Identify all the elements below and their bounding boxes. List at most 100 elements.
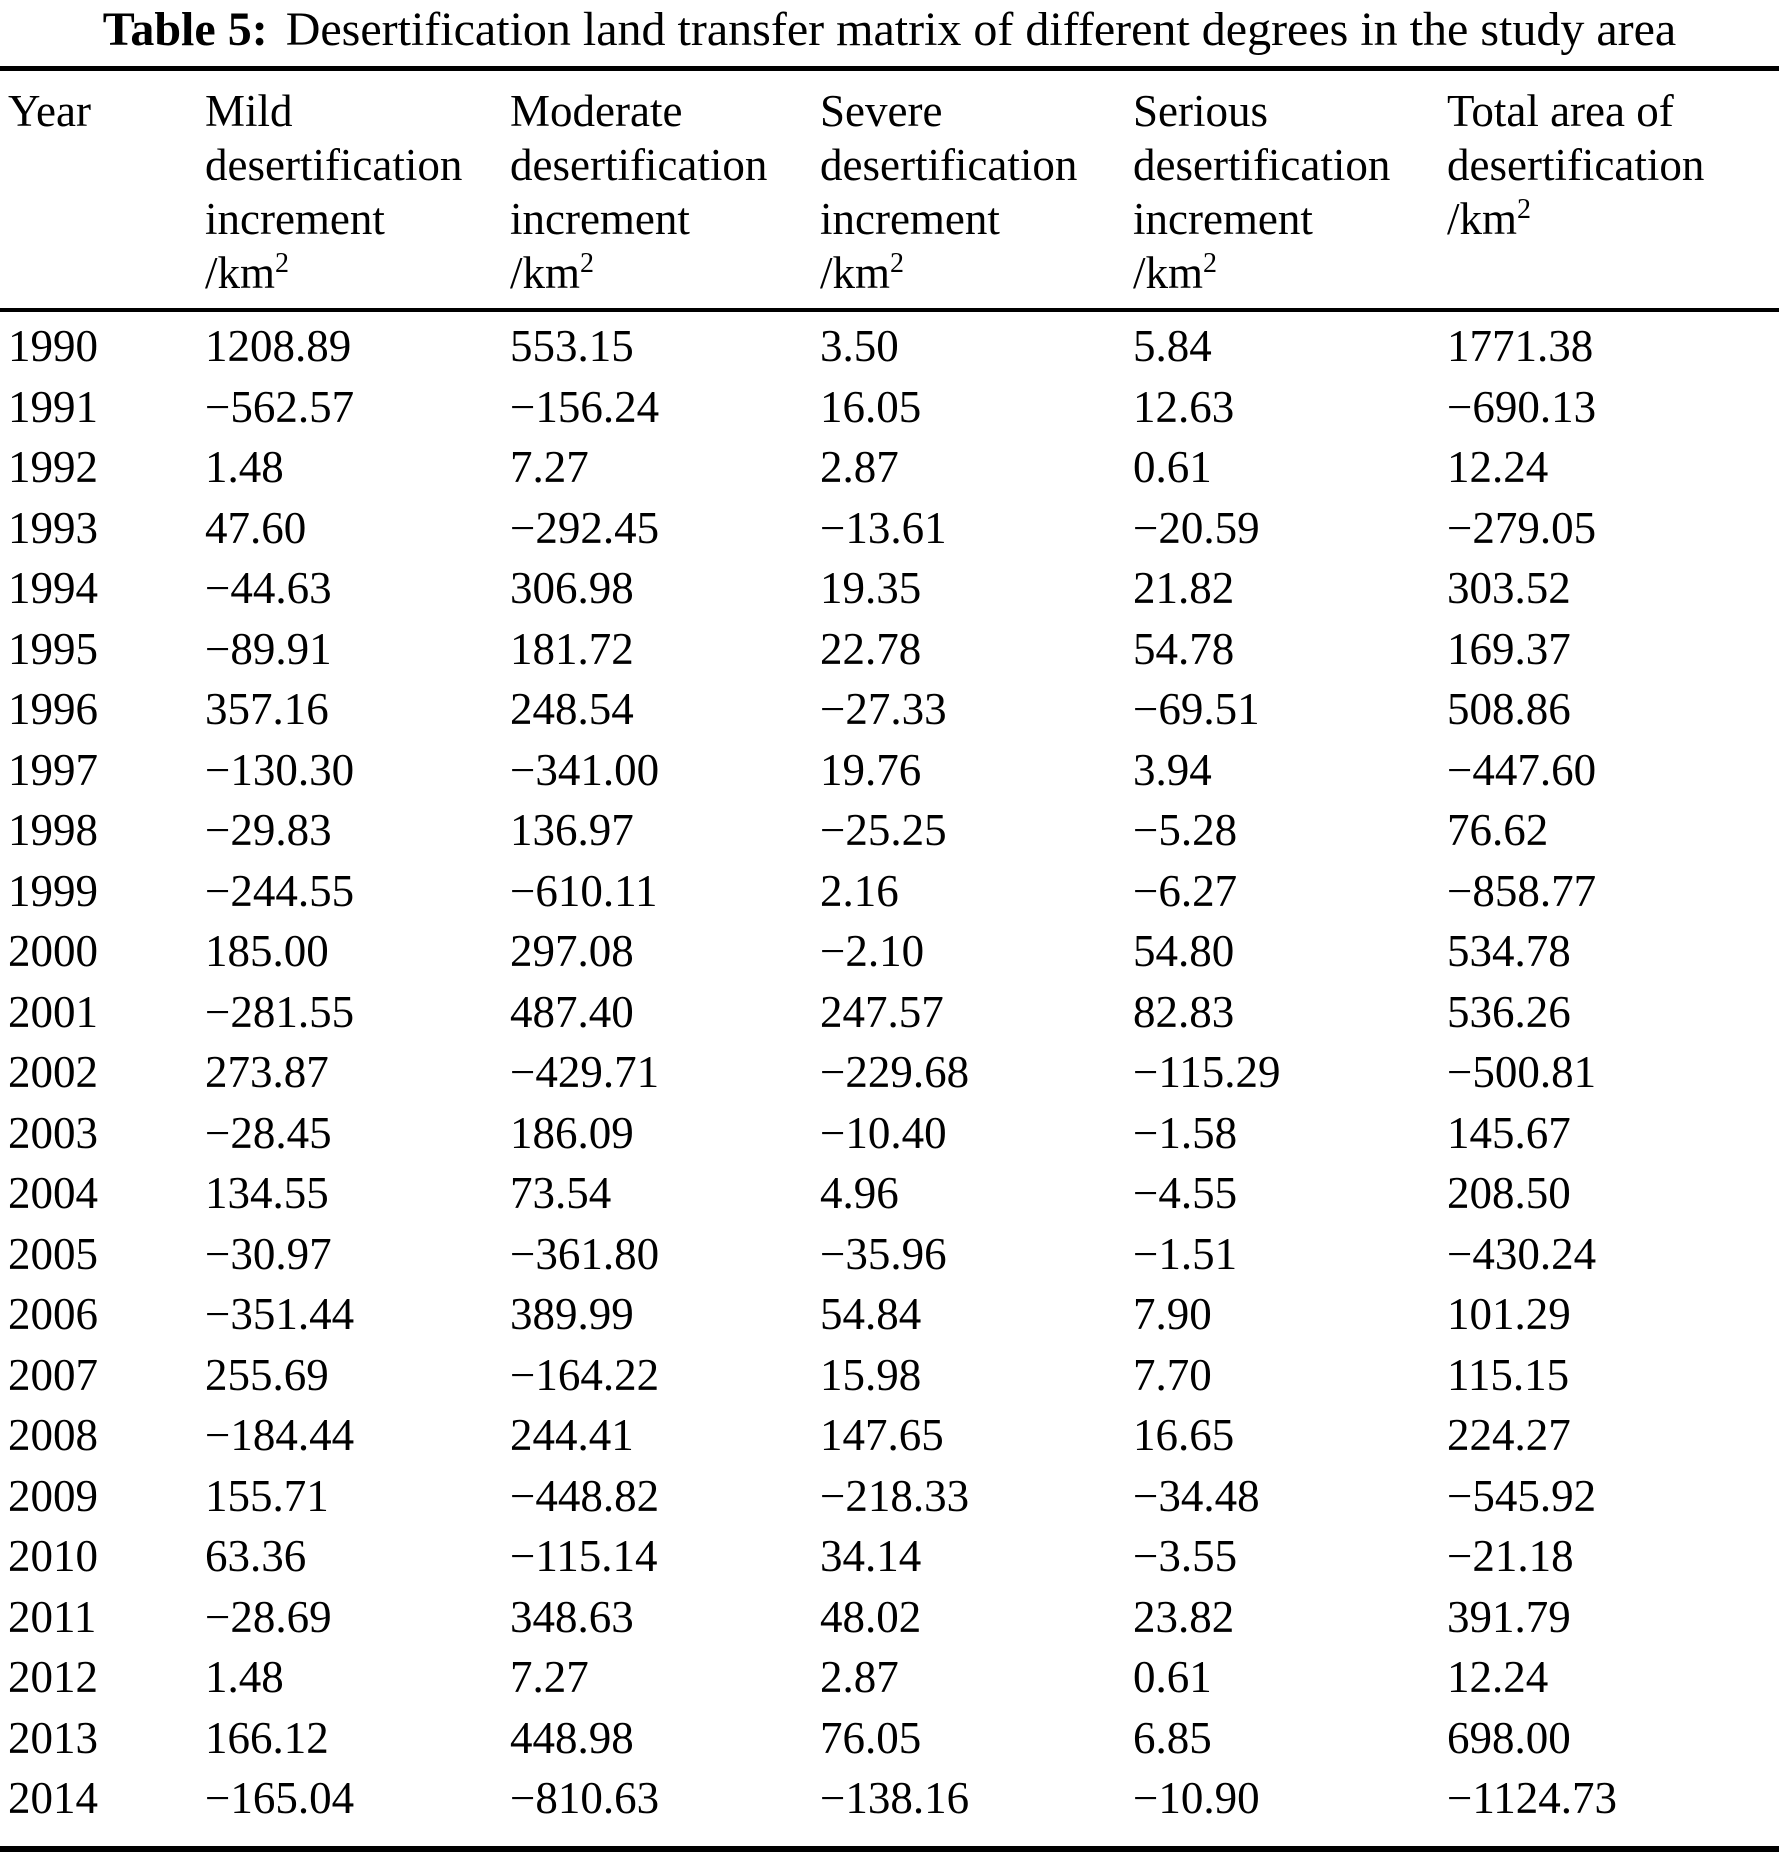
col-header-line: Severe — [820, 86, 943, 136]
value-cell: −341.00 — [510, 744, 660, 795]
value-cell: −429.71 — [510, 1047, 660, 1098]
value-cell: 82.83 — [1133, 986, 1235, 1037]
table-body: 1990 1208.89 553.15 3.50 5.84 1771.38 1991 −562… — [0, 316, 1779, 1829]
year-cell: 2003 — [8, 1107, 98, 1158]
value-cell: −690.13 — [1447, 381, 1597, 432]
value-cell: −10.40 — [820, 1107, 947, 1158]
value-cell: 47.60 — [205, 502, 307, 553]
value-cell: 389.99 — [510, 1289, 634, 1340]
year-cell: 1993 — [8, 502, 98, 553]
col-header-line: increment — [205, 194, 385, 244]
value-cell: 12.63 — [1133, 381, 1235, 432]
value-cell: 169.37 — [1447, 623, 1571, 674]
col-header-serious: Serious desertification increment /km2 — [1125, 84, 1439, 300]
value-cell: 1.48 — [205, 1652, 284, 1703]
value-cell: −5.28 — [1133, 805, 1238, 856]
value-cell: 3.50 — [820, 321, 899, 372]
col-header-line: increment — [1133, 194, 1313, 244]
table-row: 2009 155.71 −448.82 −218.33 −34.48 −545.92 — [0, 1466, 1779, 1527]
value-cell: 22.78 — [820, 623, 922, 674]
unit-exponent: 2 — [890, 248, 905, 279]
year-cell: 2008 — [8, 1410, 98, 1461]
col-header-line: Year — [8, 86, 91, 136]
year-cell: 2012 — [8, 1652, 98, 1703]
value-cell: 2.87 — [820, 1652, 899, 1703]
unit-base: /km — [1447, 194, 1518, 244]
year-cell: 2011 — [8, 1591, 97, 1642]
value-cell: 15.98 — [820, 1349, 922, 1400]
unit-base: /km — [205, 248, 276, 298]
value-cell: −1124.73 — [1447, 1773, 1617, 1824]
value-cell: −545.92 — [1447, 1470, 1597, 1521]
table-row: 1999 −244.55 −610.11 2.16 −6.27 −858.77 — [0, 861, 1779, 922]
value-cell: 185.00 — [205, 926, 329, 977]
col-header-mild: Mild desertification increment /km2 — [197, 84, 502, 300]
year-cell: 1997 — [8, 744, 98, 795]
table-row: 1994 −44.63 306.98 19.35 21.82 303.52 — [0, 558, 1779, 619]
year-cell: 1990 — [8, 321, 98, 372]
value-cell: −562.57 — [205, 381, 355, 432]
table-row: 2014 −165.04 −810.63 −138.16 −10.90 −1124.73 — [0, 1768, 1779, 1829]
value-cell: 186.09 — [510, 1107, 634, 1158]
value-cell: 348.63 — [510, 1591, 634, 1642]
col-header-unit: /km2 — [205, 246, 502, 300]
col-header-line: desertification — [1133, 140, 1391, 190]
year-cell: 2013 — [8, 1712, 98, 1763]
value-cell: 1771.38 — [1447, 321, 1594, 372]
value-cell: 19.76 — [820, 744, 922, 795]
value-cell: 1.48 — [205, 442, 284, 493]
value-cell: 54.84 — [820, 1289, 922, 1340]
unit-exponent: 2 — [275, 248, 290, 279]
value-cell: 7.90 — [1133, 1289, 1212, 1340]
value-cell: −3.55 — [1133, 1531, 1238, 1582]
value-cell: 391.79 — [1447, 1591, 1571, 1642]
year-cell: 2007 — [8, 1349, 98, 1400]
value-cell: 487.40 — [510, 986, 634, 1037]
table-row: 2012 1.48 7.27 2.87 0.61 12.24 — [0, 1647, 1779, 1708]
year-cell: 1998 — [8, 805, 98, 856]
value-cell: −610.11 — [510, 865, 658, 916]
value-cell: 534.78 — [1447, 926, 1571, 977]
value-cell: −229.68 — [820, 1047, 970, 1098]
col-header-unit: /km2 — [1447, 192, 1779, 246]
value-cell: −25.25 — [820, 805, 947, 856]
value-cell: 16.65 — [1133, 1410, 1235, 1461]
col-header-line: desertification — [205, 140, 463, 190]
value-cell: −1.58 — [1133, 1107, 1238, 1158]
value-cell: 4.96 — [820, 1168, 899, 1219]
value-cell: −281.55 — [205, 986, 355, 1037]
value-cell: 115.15 — [1447, 1349, 1570, 1400]
value-cell: −115.29 — [1133, 1047, 1281, 1098]
value-cell: −44.63 — [205, 563, 332, 614]
value-cell: 54.78 — [1133, 623, 1235, 674]
value-cell: −1.51 — [1133, 1228, 1238, 1279]
table-row: 1997 −130.30 −341.00 19.76 3.94 −447.60 — [0, 740, 1779, 801]
value-cell: −184.44 — [205, 1410, 355, 1461]
col-header-year: Year — [0, 84, 197, 300]
value-cell: −2.10 — [820, 926, 925, 977]
value-cell: 7.27 — [510, 442, 589, 493]
top-rule — [0, 66, 1779, 71]
table-caption-label: Table 5: — [102, 3, 268, 56]
table-row: 2003 −28.45 186.09 −10.40 −1.58 145.67 — [0, 1103, 1779, 1164]
col-header-unit: /km2 — [820, 246, 1125, 300]
table-row: 2010 63.36 −115.14 34.14 −3.55 −21.18 — [0, 1526, 1779, 1587]
table-row: 2006 −351.44 389.99 54.84 7.90 101.29 — [0, 1284, 1779, 1345]
value-cell: 698.00 — [1447, 1712, 1571, 1763]
table-row: 2008 −184.44 244.41 147.65 16.65 224.27 — [0, 1405, 1779, 1466]
value-cell: −165.04 — [205, 1773, 355, 1824]
value-cell: 7.70 — [1133, 1349, 1212, 1400]
table-row: 2007 255.69 −164.22 15.98 7.70 115.15 — [0, 1345, 1779, 1406]
unit-exponent: 2 — [1517, 194, 1532, 225]
col-header-line: increment — [820, 194, 1000, 244]
value-cell: 23.82 — [1133, 1591, 1235, 1642]
value-cell: −69.51 — [1133, 684, 1260, 735]
value-cell: −28.45 — [205, 1107, 332, 1158]
table-row: 1991 −562.57 −156.24 16.05 12.63 −690.13 — [0, 377, 1779, 438]
table-row: 1990 1208.89 553.15 3.50 5.84 1771.38 — [0, 316, 1779, 377]
year-cell: 1995 — [8, 623, 98, 674]
value-cell: 12.24 — [1447, 442, 1549, 493]
value-cell: 136.97 — [510, 805, 634, 856]
col-header-total: Total area of desertification /km2 — [1439, 84, 1779, 300]
table-caption-text: Desertification land transfer matrix of … — [285, 3, 1677, 56]
